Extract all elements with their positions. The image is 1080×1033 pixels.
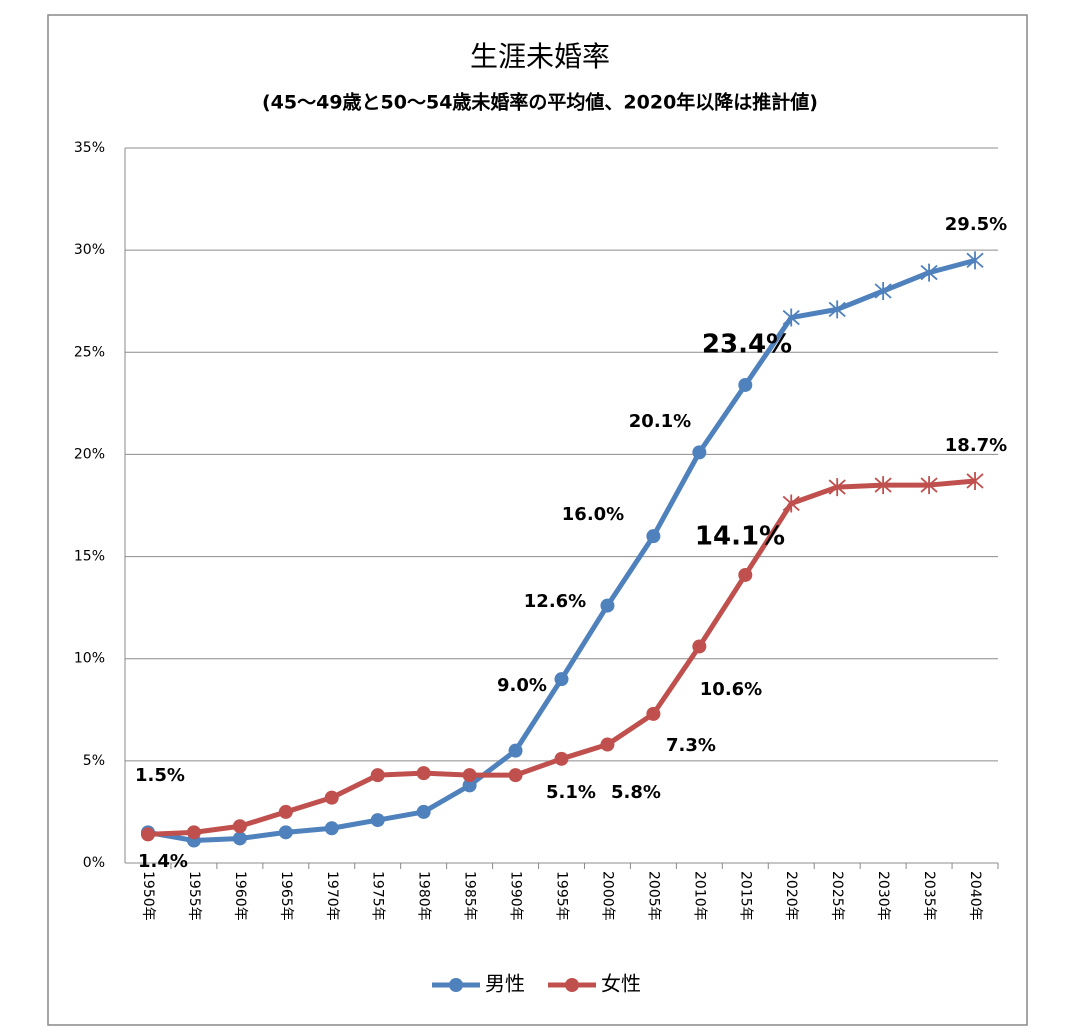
point [782,494,800,513]
value-label: 18.7% [945,435,1007,456]
point [966,471,984,490]
point [782,308,800,327]
point [232,831,247,846]
point [278,825,293,840]
x-tick-label: 2025年 [829,871,845,921]
y-tick-label: 15% [74,549,105,565]
x-tick-label: 1985年 [462,871,478,921]
value-label: 16.0% [562,504,624,525]
legend-label: 女性 [601,972,641,996]
point [828,300,846,319]
point [554,751,569,766]
value-label: 9.0% [497,675,547,696]
value-label: 14.1% [695,522,785,552]
value-label: 23.4% [702,330,792,360]
value-label: 20.1% [629,411,691,432]
point [416,766,431,781]
y-tick-label: 25% [74,344,105,360]
point [692,639,707,654]
point [140,827,155,842]
y-tick-label: 35% [74,140,105,156]
legend-label: 男性 [485,972,525,996]
chart-subtitle: (45～49歳と50～54歳未婚率の平均値、2020年以降は推計値) [262,91,818,114]
point [646,706,661,721]
x-tick-label: 1975年 [370,871,386,921]
y-tick-label: 10% [74,651,105,667]
point [920,476,938,495]
x-tick-label: 1990年 [508,871,524,921]
x-tick-label: 2010年 [691,871,707,921]
value-label: 1.5% [135,765,185,786]
point [324,821,339,836]
value-label: 29.5% [945,214,1007,235]
x-tick-label: 2015年 [737,871,753,921]
point [920,263,938,282]
value-label: 10.6% [700,679,762,700]
x-tick-label: 2040年 [967,871,983,921]
point [370,768,385,783]
value-label: 5.8% [611,782,661,803]
x-tick-label: 1965年 [278,871,294,921]
value-label: 1.4% [138,851,188,872]
point [324,790,339,805]
x-tick-label: 2030年 [875,871,891,921]
point [554,672,569,687]
x-tick-label: 1980年 [416,871,432,921]
point [874,282,892,300]
point [828,478,846,497]
value-label: 5.1% [546,782,596,803]
x-tick-label: 2000年 [599,871,615,921]
point [692,445,707,460]
x-tick-label: 1995年 [554,871,570,921]
x-tick-label: 1955年 [186,871,202,921]
y-tick-label: 20% [74,446,105,462]
legend-marker [449,978,463,992]
point [186,825,201,840]
point [600,598,615,613]
x-tick-label: 2020年 [783,871,799,921]
y-tick-label: 5% [83,753,105,769]
chart-border [47,14,1028,1026]
value-label: 7.3% [666,735,716,756]
point [738,567,753,582]
point [646,529,661,544]
point [232,819,247,834]
point [508,743,523,758]
chart-title: 生涯未婚率 [470,40,610,73]
point [416,804,431,819]
y-tick-label: 30% [74,242,105,258]
x-tick-label: 1960年 [232,871,248,921]
point [738,377,753,392]
point [278,804,293,819]
point [462,778,477,793]
point [874,476,892,495]
x-tick-label: 1970年 [324,871,340,921]
point [966,251,984,270]
x-tick-label: 1950年 [140,871,156,921]
y-tick-label: 0% [83,855,105,871]
point [508,768,523,783]
x-tick-label: 2005年 [645,871,661,921]
value-label: 12.6% [524,591,586,612]
point [462,768,477,783]
point [370,813,385,828]
point [600,737,615,752]
legend-marker [565,978,579,992]
x-tick-label: 2035年 [921,871,937,921]
